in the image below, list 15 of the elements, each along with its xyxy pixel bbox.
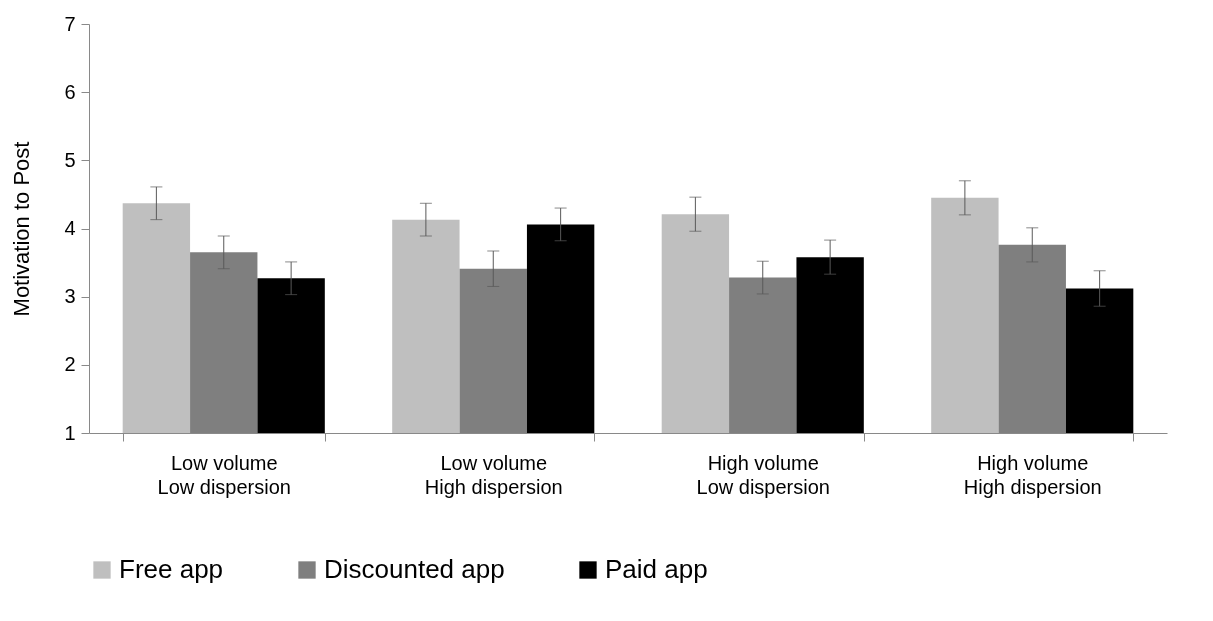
y-tick-label: 7 bbox=[64, 12, 76, 35]
y-tick-label: 4 bbox=[64, 217, 76, 239]
x-tick-label: Low volume Low dispersion bbox=[157, 451, 291, 498]
y-tick-label: 6 bbox=[64, 80, 76, 103]
y-axis-title: Motivation to Post bbox=[9, 141, 35, 317]
y-tick-label: 1 bbox=[64, 421, 76, 444]
x-tick-label: High volume High dispersion bbox=[963, 451, 1102, 498]
y-tick-label: 5 bbox=[64, 148, 76, 171]
legend-label: Free app bbox=[119, 554, 224, 584]
legend-label: Discounted app bbox=[324, 554, 505, 584]
x-tick-label: High volume Low dispersion bbox=[696, 451, 830, 498]
x-tick-label: Low volume High dispersion bbox=[424, 451, 563, 498]
legend-label: Paid app bbox=[605, 554, 708, 584]
y-tick-label: 2 bbox=[64, 353, 76, 376]
y-tick-label: 3 bbox=[64, 285, 76, 308]
